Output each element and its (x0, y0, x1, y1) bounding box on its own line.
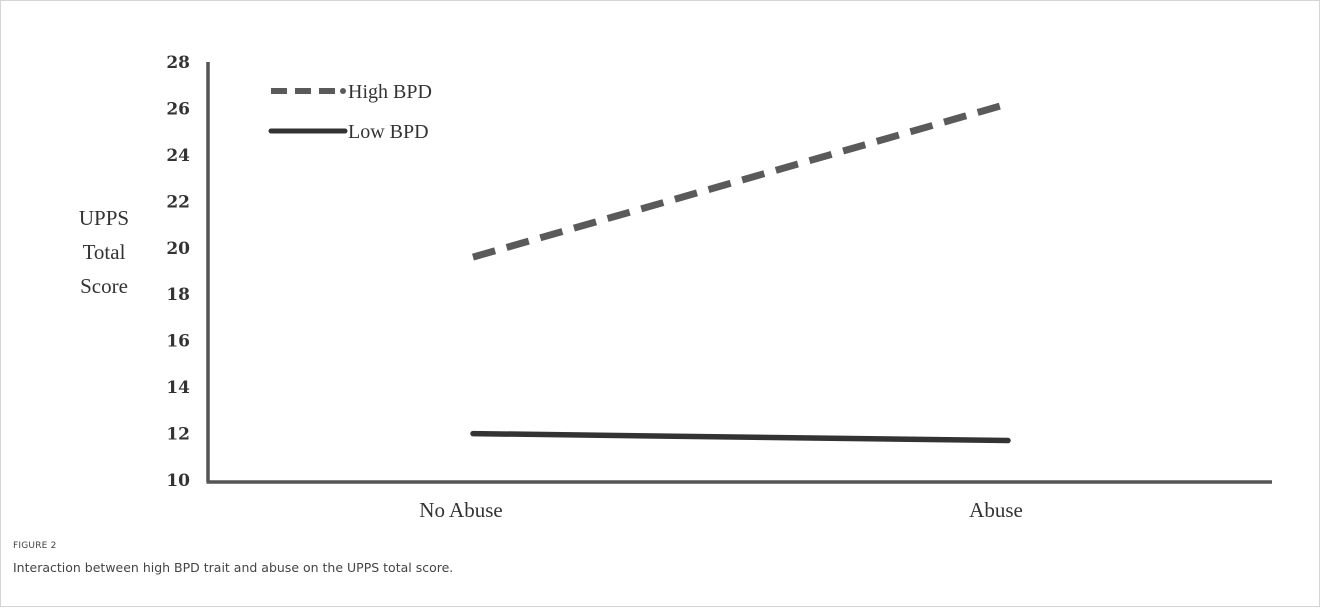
figure-label: FIGURE 2 (13, 541, 57, 551)
y-tick-label: 26 (166, 99, 190, 119)
y-tick-label: 20 (166, 239, 190, 259)
x-tick-label: No Abuse (419, 498, 502, 522)
series-line-1 (472, 100, 1009, 261)
y-axis-title-line: Total (83, 240, 126, 264)
legend-label: Low BPD (348, 121, 429, 143)
y-tick-label: 14 (166, 378, 190, 398)
y-tick-label: 10 (166, 471, 190, 491)
line-chart: 10 12 14 16 18 20 22 24 26 28 UPPS Total Score No A… (79, 53, 1272, 522)
legend: High BPD Low BPD (268, 81, 432, 143)
legend-swatch-dot (340, 88, 346, 94)
y-axis-title-line: Score (80, 274, 128, 298)
legend-label: High BPD (348, 81, 432, 103)
y-tick-label: 18 (166, 285, 190, 305)
figure-caption: Interaction between high BPD trait and a… (13, 560, 454, 575)
y-tick-label: 24 (166, 146, 190, 166)
y-tick-label: 22 (166, 192, 190, 212)
y-axis-title-line: UPPS (79, 206, 129, 230)
y-axis-title: UPPS Total Score (79, 206, 129, 298)
x-tick-label: Abuse (969, 498, 1023, 522)
y-tick-label: 28 (166, 53, 190, 73)
y-tick-label: 16 (166, 332, 190, 352)
series-line-2 (470, 430, 1011, 444)
axes (206, 62, 1272, 484)
x-tick-labels: No Abuse Abuse (419, 498, 1023, 522)
series-lines (470, 100, 1011, 444)
y-tick-label: 12 (166, 425, 190, 445)
y-tick-labels: 10 12 14 16 18 20 22 24 26 28 (166, 53, 190, 491)
